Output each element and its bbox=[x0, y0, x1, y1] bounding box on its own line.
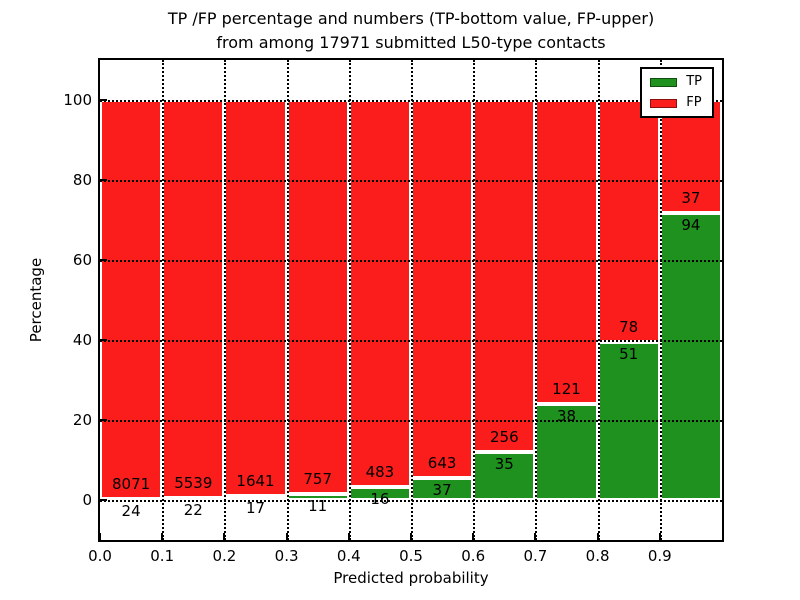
x-tick-label: 0.3 bbox=[274, 547, 299, 565]
x-tick bbox=[410, 533, 412, 540]
bar-label-tp: 51 bbox=[619, 344, 639, 363]
x-tick bbox=[99, 533, 101, 540]
x-tick-label: 0.0 bbox=[88, 547, 112, 565]
x-tick-label: 0.5 bbox=[399, 547, 423, 565]
gridline-v bbox=[162, 60, 165, 540]
bar-segment-fp bbox=[659, 100, 722, 213]
y-tick-label: 0 bbox=[82, 491, 92, 509]
bar-label-fp: 757 bbox=[303, 470, 333, 489]
x-tick bbox=[285, 533, 288, 540]
bar-segment-fp bbox=[473, 100, 536, 452]
bar-label-fp: 5539 bbox=[174, 474, 213, 493]
x-tick-label: 0.6 bbox=[461, 547, 486, 565]
y-tick bbox=[100, 179, 107, 181]
x-tick-label: 0.7 bbox=[523, 547, 548, 565]
bar-label-tp: 22 bbox=[183, 501, 203, 520]
legend-label: FP bbox=[686, 95, 702, 110]
y-tick bbox=[100, 259, 107, 261]
bar-label-tp: 94 bbox=[681, 215, 701, 234]
bar-segment-fp bbox=[286, 100, 349, 495]
x-tick-label: 0.2 bbox=[212, 547, 237, 565]
legend: TP FP bbox=[640, 67, 714, 118]
bar-label-tp: 38 bbox=[556, 407, 577, 426]
bar-label-fp: 8071 bbox=[112, 474, 151, 493]
x-tick bbox=[223, 533, 226, 540]
x-tick bbox=[596, 533, 599, 540]
gridline-v bbox=[411, 60, 413, 540]
bar-label-tp: 37 bbox=[432, 481, 452, 500]
bar-label-tp: 16 bbox=[370, 490, 390, 509]
bar-segment-fp bbox=[224, 100, 287, 496]
x-tick bbox=[534, 533, 537, 540]
bar-label-fp: 643 bbox=[427, 454, 457, 473]
gridline-v bbox=[535, 60, 538, 540]
fp-swatch-icon bbox=[650, 98, 678, 108]
bar-label-fp: 483 bbox=[365, 463, 395, 482]
y-tick-label: 20 bbox=[72, 411, 92, 429]
y-tick-label: 80 bbox=[72, 171, 92, 189]
bar-segment-fp bbox=[348, 100, 411, 488]
bar-label-tp: 35 bbox=[494, 454, 514, 473]
bar-segment-fp bbox=[100, 100, 163, 499]
bar-label-fp: 256 bbox=[489, 427, 519, 446]
x-tick-label: 0.9 bbox=[647, 547, 672, 565]
y-tick-label: 60 bbox=[72, 251, 92, 269]
y-axis-label: Percentage bbox=[27, 257, 45, 343]
x-tick bbox=[472, 533, 475, 540]
bar-label-tp: 17 bbox=[245, 498, 266, 517]
chart-title-line2: from among 17971 submitted L50-type cont… bbox=[216, 33, 606, 52]
bar-label-fp: 37 bbox=[681, 188, 701, 207]
bar-label-tp: 24 bbox=[121, 501, 141, 520]
legend-label: TP bbox=[686, 74, 702, 89]
x-tick bbox=[658, 533, 661, 540]
plot-area: 8071 24 5539 22 1641 17 757 11 483 16 643 37 256 35 12… bbox=[100, 60, 722, 540]
y-tick bbox=[100, 99, 107, 101]
bar-segment-fp bbox=[535, 100, 598, 405]
x-axis-label: Predicted probability bbox=[333, 569, 489, 587]
legend-item: FP bbox=[650, 96, 702, 110]
gridline-v bbox=[473, 60, 476, 540]
bar-label-fp: 78 bbox=[619, 317, 639, 336]
bar-label-fp: 1641 bbox=[236, 471, 275, 490]
y-tick bbox=[100, 499, 107, 501]
bar-label-fp: 121 bbox=[552, 380, 581, 399]
gridline-v bbox=[597, 60, 600, 540]
bar-segment-tp bbox=[659, 212, 722, 500]
gridline-v bbox=[224, 60, 227, 540]
y-tick bbox=[100, 339, 107, 341]
x-tick-label: 0.8 bbox=[585, 547, 610, 565]
y-tick-label: 40 bbox=[72, 331, 92, 349]
bar-segment-fp bbox=[162, 100, 225, 499]
tp-swatch-icon bbox=[650, 77, 678, 87]
legend-item: TP bbox=[650, 75, 702, 89]
y-tick bbox=[100, 419, 107, 421]
x-tick bbox=[347, 533, 350, 540]
x-tick bbox=[161, 533, 164, 540]
gridline-v bbox=[348, 60, 351, 540]
chart-title-line1: TP /FP percentage and numbers (TP-bottom… bbox=[167, 9, 655, 28]
gridline-v bbox=[659, 60, 662, 540]
x-tick-label: 0.1 bbox=[150, 547, 175, 565]
bar-segment-fp bbox=[597, 100, 660, 342]
bar-label-tp: 11 bbox=[308, 497, 328, 516]
x-tick-label: 0.4 bbox=[336, 547, 361, 565]
chart-title: TP /FP percentage and numbers (TP-bottom… bbox=[100, 7, 722, 55]
y-tick-label: 100 bbox=[63, 91, 92, 109]
gridline-v bbox=[286, 60, 289, 540]
